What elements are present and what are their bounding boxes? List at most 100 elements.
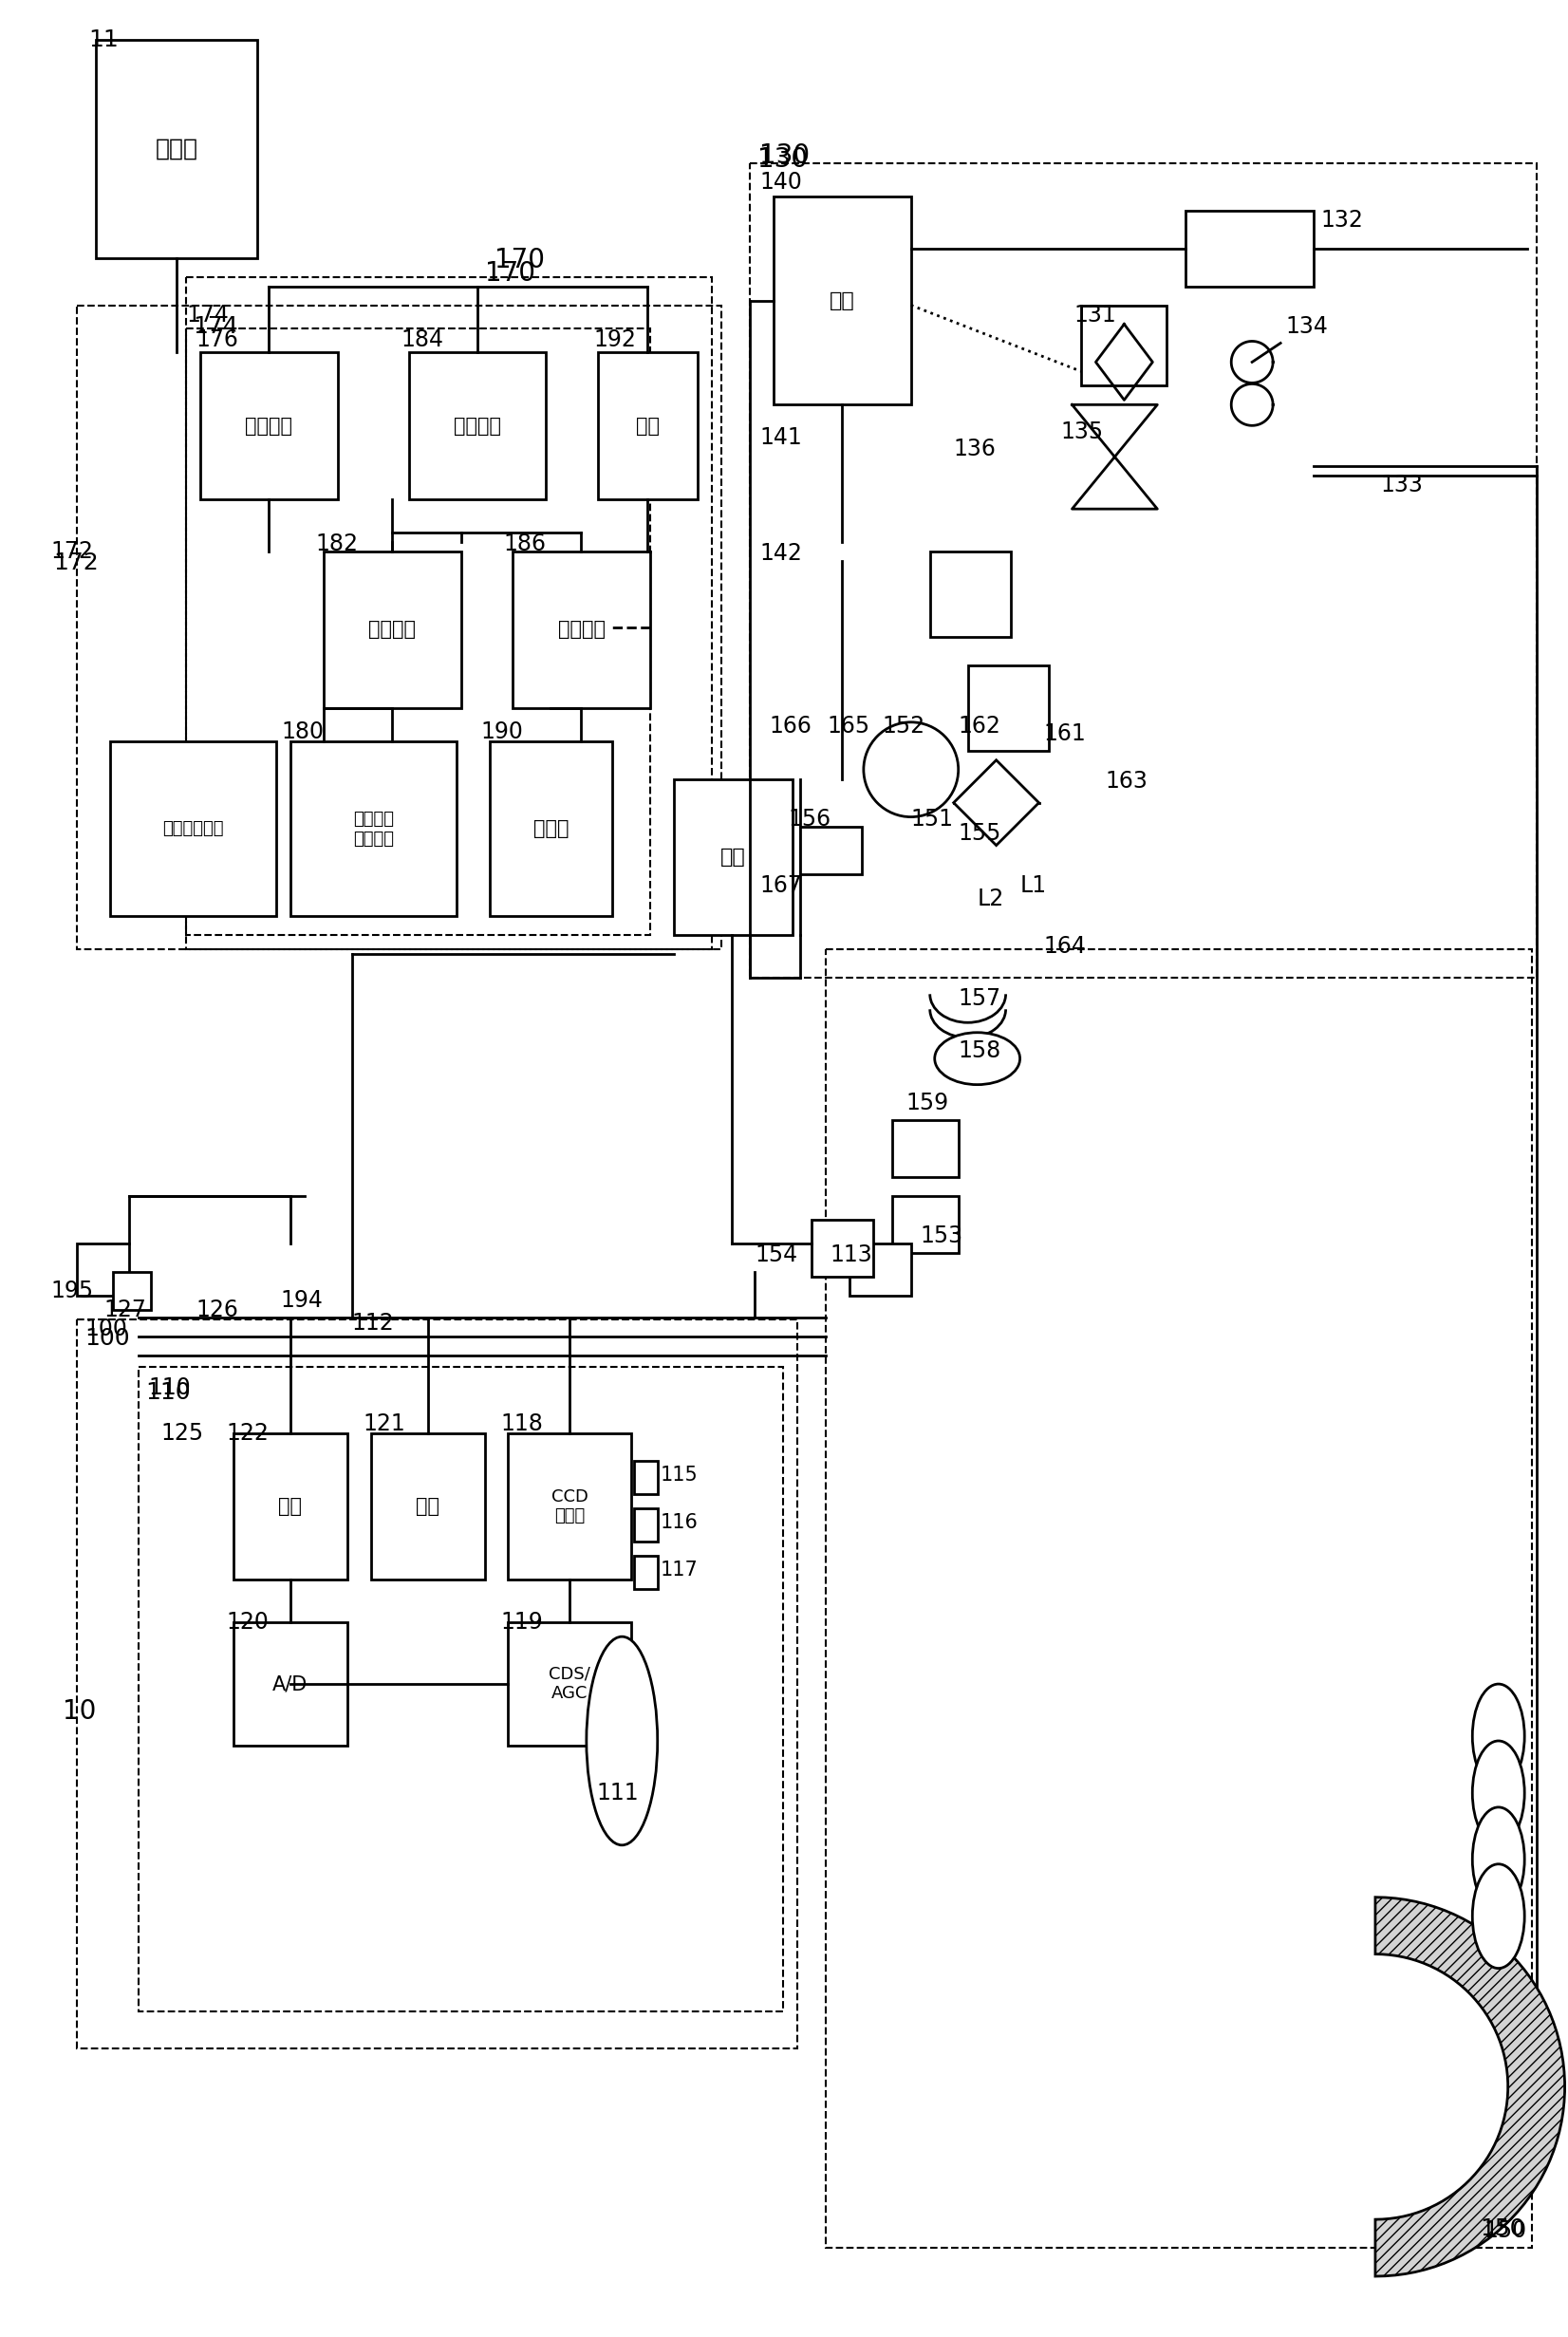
Text: 195: 195 bbox=[50, 1278, 94, 1302]
Text: 184: 184 bbox=[401, 330, 444, 351]
Ellipse shape bbox=[1472, 1741, 1524, 1846]
Text: 192: 192 bbox=[594, 330, 637, 351]
Bar bbox=[508, 1433, 632, 1580]
Text: 142: 142 bbox=[759, 542, 801, 566]
Text: 113: 113 bbox=[831, 1243, 873, 1267]
Text: 186: 186 bbox=[503, 533, 546, 556]
Text: 111: 111 bbox=[596, 1781, 638, 1804]
Text: 122: 122 bbox=[226, 1421, 268, 1444]
Text: 158: 158 bbox=[958, 1040, 1002, 1063]
Text: 115: 115 bbox=[660, 1465, 698, 1484]
Bar bbox=[850, 1243, 911, 1295]
Text: A/D: A/D bbox=[273, 1676, 307, 1694]
Bar bbox=[290, 741, 456, 916]
Bar bbox=[773, 196, 911, 404]
Text: 120: 120 bbox=[226, 1610, 268, 1634]
Text: 显示处理: 显示处理 bbox=[245, 416, 293, 435]
Bar bbox=[110, 741, 276, 916]
Text: 151: 151 bbox=[911, 809, 953, 830]
Text: 176: 176 bbox=[196, 330, 238, 351]
Ellipse shape bbox=[935, 1033, 1019, 1084]
Text: 140: 140 bbox=[759, 171, 801, 194]
Bar bbox=[138, 1367, 782, 2010]
Text: 119: 119 bbox=[500, 1610, 543, 1634]
Bar bbox=[513, 552, 651, 708]
Text: 194: 194 bbox=[281, 1288, 323, 1311]
Text: 180: 180 bbox=[282, 720, 325, 743]
Bar bbox=[372, 1433, 485, 1580]
Text: 121: 121 bbox=[364, 1412, 406, 1435]
Bar bbox=[323, 552, 461, 708]
Text: 117: 117 bbox=[660, 1561, 698, 1580]
Bar bbox=[1185, 210, 1314, 285]
Text: 133: 133 bbox=[1380, 474, 1422, 498]
Text: 100: 100 bbox=[85, 1327, 130, 1348]
Text: 输入: 输入 bbox=[637, 416, 660, 435]
Text: 132: 132 bbox=[1320, 208, 1363, 231]
Text: 156: 156 bbox=[787, 809, 831, 830]
Bar bbox=[489, 741, 613, 916]
Bar bbox=[674, 778, 792, 935]
Text: 开关: 开关 bbox=[279, 1496, 303, 1517]
Text: 116: 116 bbox=[660, 1514, 698, 1533]
Text: 136: 136 bbox=[953, 437, 996, 460]
Bar bbox=[77, 1243, 129, 1295]
Bar bbox=[234, 1433, 347, 1580]
Text: 162: 162 bbox=[958, 715, 1000, 738]
Text: 167: 167 bbox=[759, 874, 801, 897]
Bar bbox=[800, 827, 862, 874]
Text: 150: 150 bbox=[1485, 2220, 1527, 2241]
Text: 控制: 控制 bbox=[416, 1496, 439, 1517]
Text: 141: 141 bbox=[759, 428, 801, 449]
Text: 11: 11 bbox=[88, 28, 119, 51]
Text: 155: 155 bbox=[958, 823, 1002, 844]
Text: 131: 131 bbox=[1074, 304, 1116, 327]
Text: 150: 150 bbox=[1480, 2218, 1524, 2241]
Text: 163: 163 bbox=[1105, 769, 1148, 792]
Text: 154: 154 bbox=[754, 1243, 798, 1267]
Text: 光量控制: 光量控制 bbox=[558, 619, 605, 640]
Bar bbox=[892, 1197, 958, 1253]
Text: 126: 126 bbox=[196, 1299, 238, 1320]
Bar bbox=[187, 276, 712, 949]
Text: 172: 172 bbox=[53, 552, 99, 575]
Text: 控制: 控制 bbox=[721, 848, 746, 867]
Text: 112: 112 bbox=[351, 1311, 395, 1334]
Text: 165: 165 bbox=[828, 715, 870, 738]
Text: 10: 10 bbox=[63, 1699, 97, 1725]
Bar bbox=[508, 1622, 632, 1746]
Text: 164: 164 bbox=[1044, 935, 1087, 958]
Text: 182: 182 bbox=[315, 533, 359, 556]
Bar bbox=[826, 949, 1532, 2248]
Ellipse shape bbox=[586, 1636, 657, 1846]
Text: 174: 174 bbox=[193, 315, 238, 337]
Text: 110: 110 bbox=[149, 1376, 191, 1400]
Text: 172: 172 bbox=[50, 540, 93, 563]
Bar bbox=[635, 1510, 659, 1542]
Text: 161: 161 bbox=[1044, 722, 1087, 746]
Text: 170: 170 bbox=[494, 245, 544, 273]
Text: L1: L1 bbox=[1019, 874, 1046, 897]
Text: 125: 125 bbox=[160, 1421, 204, 1444]
Text: 图像处理: 图像处理 bbox=[368, 619, 416, 640]
Text: 估算光谱
数据计算: 估算光谱 数据计算 bbox=[353, 811, 394, 848]
Text: 监视器: 监视器 bbox=[155, 138, 198, 161]
Text: 控制: 控制 bbox=[829, 292, 855, 311]
Bar bbox=[409, 353, 546, 500]
Bar bbox=[113, 1271, 151, 1309]
Circle shape bbox=[864, 722, 958, 818]
Ellipse shape bbox=[1472, 1865, 1524, 1968]
Ellipse shape bbox=[1472, 1807, 1524, 1912]
Text: 110: 110 bbox=[146, 1381, 191, 1405]
Text: 127: 127 bbox=[103, 1299, 146, 1320]
Ellipse shape bbox=[1472, 1685, 1524, 1788]
Text: 118: 118 bbox=[500, 1412, 543, 1435]
Text: 159: 159 bbox=[906, 1091, 949, 1115]
Text: 100: 100 bbox=[85, 1318, 127, 1339]
Polygon shape bbox=[1375, 1898, 1565, 2276]
Text: CDS/
AGC: CDS/ AGC bbox=[549, 1666, 591, 1701]
Text: 存储器: 存储器 bbox=[533, 820, 569, 839]
Text: CCD
驱动器: CCD 驱动器 bbox=[552, 1489, 588, 1524]
Bar bbox=[599, 353, 698, 500]
Text: 157: 157 bbox=[958, 989, 1002, 1010]
